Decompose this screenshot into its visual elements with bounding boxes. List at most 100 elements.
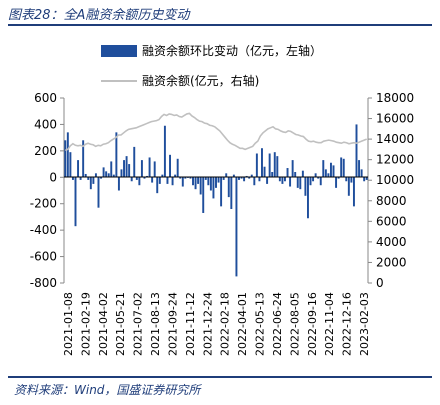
bar bbox=[110, 161, 113, 178]
bar bbox=[299, 177, 302, 190]
bar bbox=[112, 174, 115, 178]
right-tick-label: 8000 bbox=[376, 194, 407, 208]
right-tick-label: 18000 bbox=[376, 91, 414, 105]
bar bbox=[117, 177, 120, 191]
bar bbox=[115, 132, 118, 178]
bar bbox=[337, 177, 340, 179]
x-tick-label: 2023-02-03 bbox=[358, 292, 371, 356]
bar bbox=[169, 154, 171, 178]
bar bbox=[100, 177, 103, 179]
bar bbox=[84, 173, 87, 178]
right-tick-label: 4000 bbox=[376, 235, 407, 249]
bar bbox=[243, 177, 246, 182]
bar bbox=[296, 177, 299, 188]
bar bbox=[340, 157, 343, 178]
bar bbox=[352, 177, 355, 207]
bar bbox=[204, 177, 207, 180]
left-tick-label: -200 bbox=[30, 197, 57, 211]
bar bbox=[222, 177, 225, 180]
right-tick-label: 10000 bbox=[376, 173, 414, 187]
bar bbox=[294, 172, 297, 178]
bar bbox=[317, 177, 320, 179]
bar bbox=[94, 173, 97, 178]
bar bbox=[278, 177, 281, 182]
balance-line bbox=[64, 112, 368, 152]
bar bbox=[199, 177, 202, 195]
bar bbox=[276, 156, 279, 178]
bar bbox=[332, 165, 335, 178]
bar bbox=[345, 177, 348, 182]
x-tick-label: 2021-01-08 bbox=[62, 292, 75, 356]
bar bbox=[335, 177, 338, 188]
bar bbox=[273, 152, 276, 178]
bar bbox=[327, 173, 330, 178]
right-tick-label: 14000 bbox=[376, 132, 414, 146]
x-tick-label: 2021-04-02 bbox=[97, 292, 110, 356]
bar bbox=[284, 177, 286, 182]
title-rule bbox=[8, 24, 432, 26]
x-tick-label: 2022-04-01 bbox=[236, 292, 249, 356]
bar-series bbox=[64, 124, 368, 277]
bar bbox=[163, 125, 166, 178]
bar bbox=[255, 153, 258, 178]
bar bbox=[125, 156, 128, 178]
bar bbox=[184, 177, 187, 179]
bar bbox=[197, 177, 200, 184]
bar bbox=[194, 177, 197, 190]
legend: 融资余额环比变动（亿元，左轴） 融资余额(亿元，右轴) bbox=[101, 43, 322, 88]
x-tick-label: 2021-12-24 bbox=[201, 292, 214, 356]
bar bbox=[350, 177, 353, 183]
x-tick-label: 2022-05-13 bbox=[254, 292, 267, 356]
source-note: 资料来源：Wind，国盛证券研究所 bbox=[14, 383, 201, 397]
x-tick-label: 2022-06-24 bbox=[271, 292, 284, 356]
right-tick-label: 0 bbox=[376, 276, 384, 290]
bar bbox=[69, 152, 72, 178]
bar bbox=[77, 160, 80, 178]
bar bbox=[232, 174, 235, 178]
bar bbox=[143, 177, 146, 179]
right-tick-label: 16000 bbox=[376, 112, 414, 126]
right-tick-label: 12000 bbox=[376, 153, 414, 167]
bar bbox=[365, 177, 368, 180]
bar bbox=[120, 169, 123, 178]
bar bbox=[227, 177, 230, 198]
bar bbox=[363, 177, 366, 182]
bar bbox=[140, 160, 143, 178]
bar bbox=[87, 177, 90, 180]
bar bbox=[66, 132, 69, 178]
bar bbox=[253, 177, 256, 186]
bar bbox=[174, 174, 177, 178]
bar bbox=[307, 177, 309, 219]
bar bbox=[181, 177, 184, 187]
bar bbox=[355, 124, 358, 178]
bar bbox=[89, 177, 92, 190]
bar bbox=[130, 177, 133, 182]
bar bbox=[186, 177, 189, 178]
bar bbox=[342, 158, 345, 178]
bar bbox=[312, 177, 315, 182]
bar bbox=[156, 177, 159, 194]
right-axis: 18000 16000 14000 12000 10000 8000 6000 4000 200… bbox=[368, 91, 414, 290]
bar bbox=[148, 157, 151, 178]
bar bbox=[235, 177, 238, 277]
bar bbox=[209, 177, 212, 191]
bar bbox=[64, 140, 67, 178]
bar bbox=[263, 166, 266, 178]
bar bbox=[309, 177, 312, 186]
right-tick-label: 2000 bbox=[376, 255, 407, 269]
bar bbox=[105, 171, 108, 178]
left-tick-label: -600 bbox=[30, 250, 57, 264]
bar bbox=[71, 177, 74, 180]
x-tick-label: 2021-09-24 bbox=[166, 292, 179, 356]
bar bbox=[286, 168, 289, 178]
x-tick-label: 2022-08-05 bbox=[288, 292, 301, 356]
bar bbox=[202, 177, 205, 213]
bar bbox=[158, 177, 161, 184]
bar bbox=[266, 177, 269, 184]
bar bbox=[74, 177, 77, 227]
left-tick-label: 600 bbox=[34, 91, 57, 105]
bar bbox=[179, 177, 182, 179]
bar bbox=[347, 177, 350, 196]
bar bbox=[97, 177, 100, 208]
bar bbox=[238, 177, 240, 180]
